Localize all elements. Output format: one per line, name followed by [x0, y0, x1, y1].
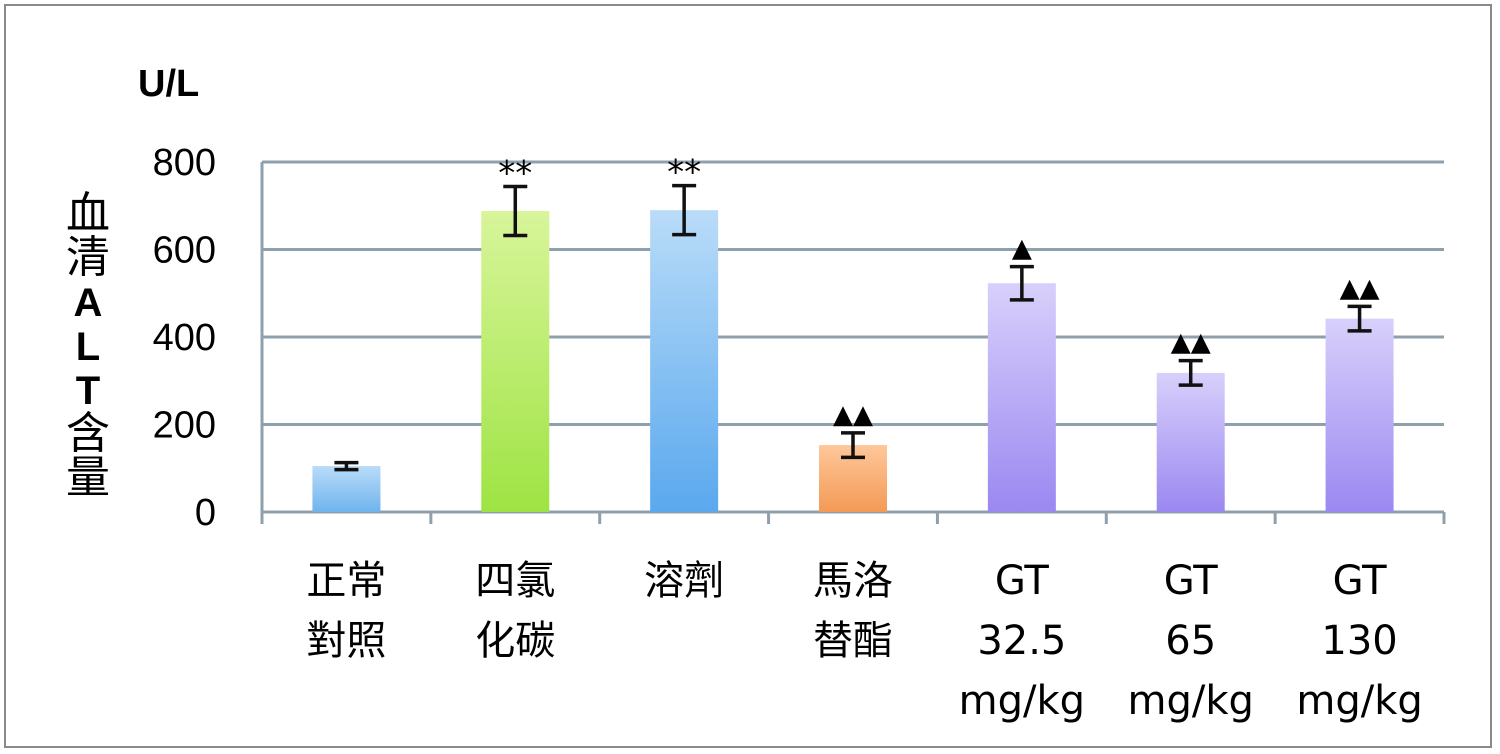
bar — [1325, 318, 1394, 512]
x-tick-label: 化碳 — [475, 618, 555, 664]
y-tick-label: 800 — [153, 142, 216, 184]
x-tick-label: 替酯 — [813, 618, 893, 664]
x-tick-label: 溶劑 — [644, 558, 724, 604]
y-tick-label: 600 — [153, 230, 216, 272]
x-tick-label: 130 — [1321, 618, 1397, 664]
y-axis-label-char: 血 — [66, 188, 110, 239]
y-tick-label: 0 — [195, 492, 216, 534]
chart-frame — [4, 4, 1492, 748]
y-tick-label: 400 — [153, 317, 216, 359]
x-tick-label: 四氯 — [475, 558, 555, 604]
x-tick-label: GT — [995, 558, 1050, 604]
x-tick-label: GT — [1164, 558, 1219, 604]
x-tick-label: mg/kg — [959, 678, 1085, 724]
x-tick-label: 32.5 — [977, 618, 1066, 664]
bar — [312, 466, 381, 512]
significance-mark: ▲▲ — [1340, 273, 1380, 303]
y-axis-label-char: 量 — [66, 452, 110, 503]
significance-mark: ▲▲ — [1171, 328, 1211, 358]
x-tick-label: 馬洛 — [813, 558, 893, 604]
x-tick-label: 對照 — [306, 618, 386, 664]
x-tick-label: mg/kg — [1296, 678, 1422, 724]
x-tick-label: GT — [1333, 558, 1388, 604]
x-tick-label: mg/kg — [1128, 678, 1254, 724]
y-tick-label: 200 — [153, 405, 216, 447]
x-tick-label: 正常 — [306, 558, 386, 604]
y-axis-label-char: T — [76, 369, 100, 413]
significance-mark: ** — [667, 153, 701, 193]
bar — [650, 210, 719, 512]
y-axis-label-char: 含 — [66, 408, 110, 459]
bar — [1156, 372, 1225, 512]
y-axis-label-char: 清 — [66, 232, 110, 283]
x-tick-label: 65 — [1165, 618, 1216, 664]
bar — [987, 283, 1056, 512]
bar — [481, 211, 550, 512]
unit-label: U/L — [138, 63, 199, 105]
significance-mark: ▲ — [1012, 234, 1032, 264]
y-axis-label-char: A — [74, 281, 103, 325]
y-axis-label-char: L — [76, 325, 100, 369]
significance-mark: ** — [498, 154, 532, 194]
significance-mark: ▲▲ — [833, 400, 873, 430]
